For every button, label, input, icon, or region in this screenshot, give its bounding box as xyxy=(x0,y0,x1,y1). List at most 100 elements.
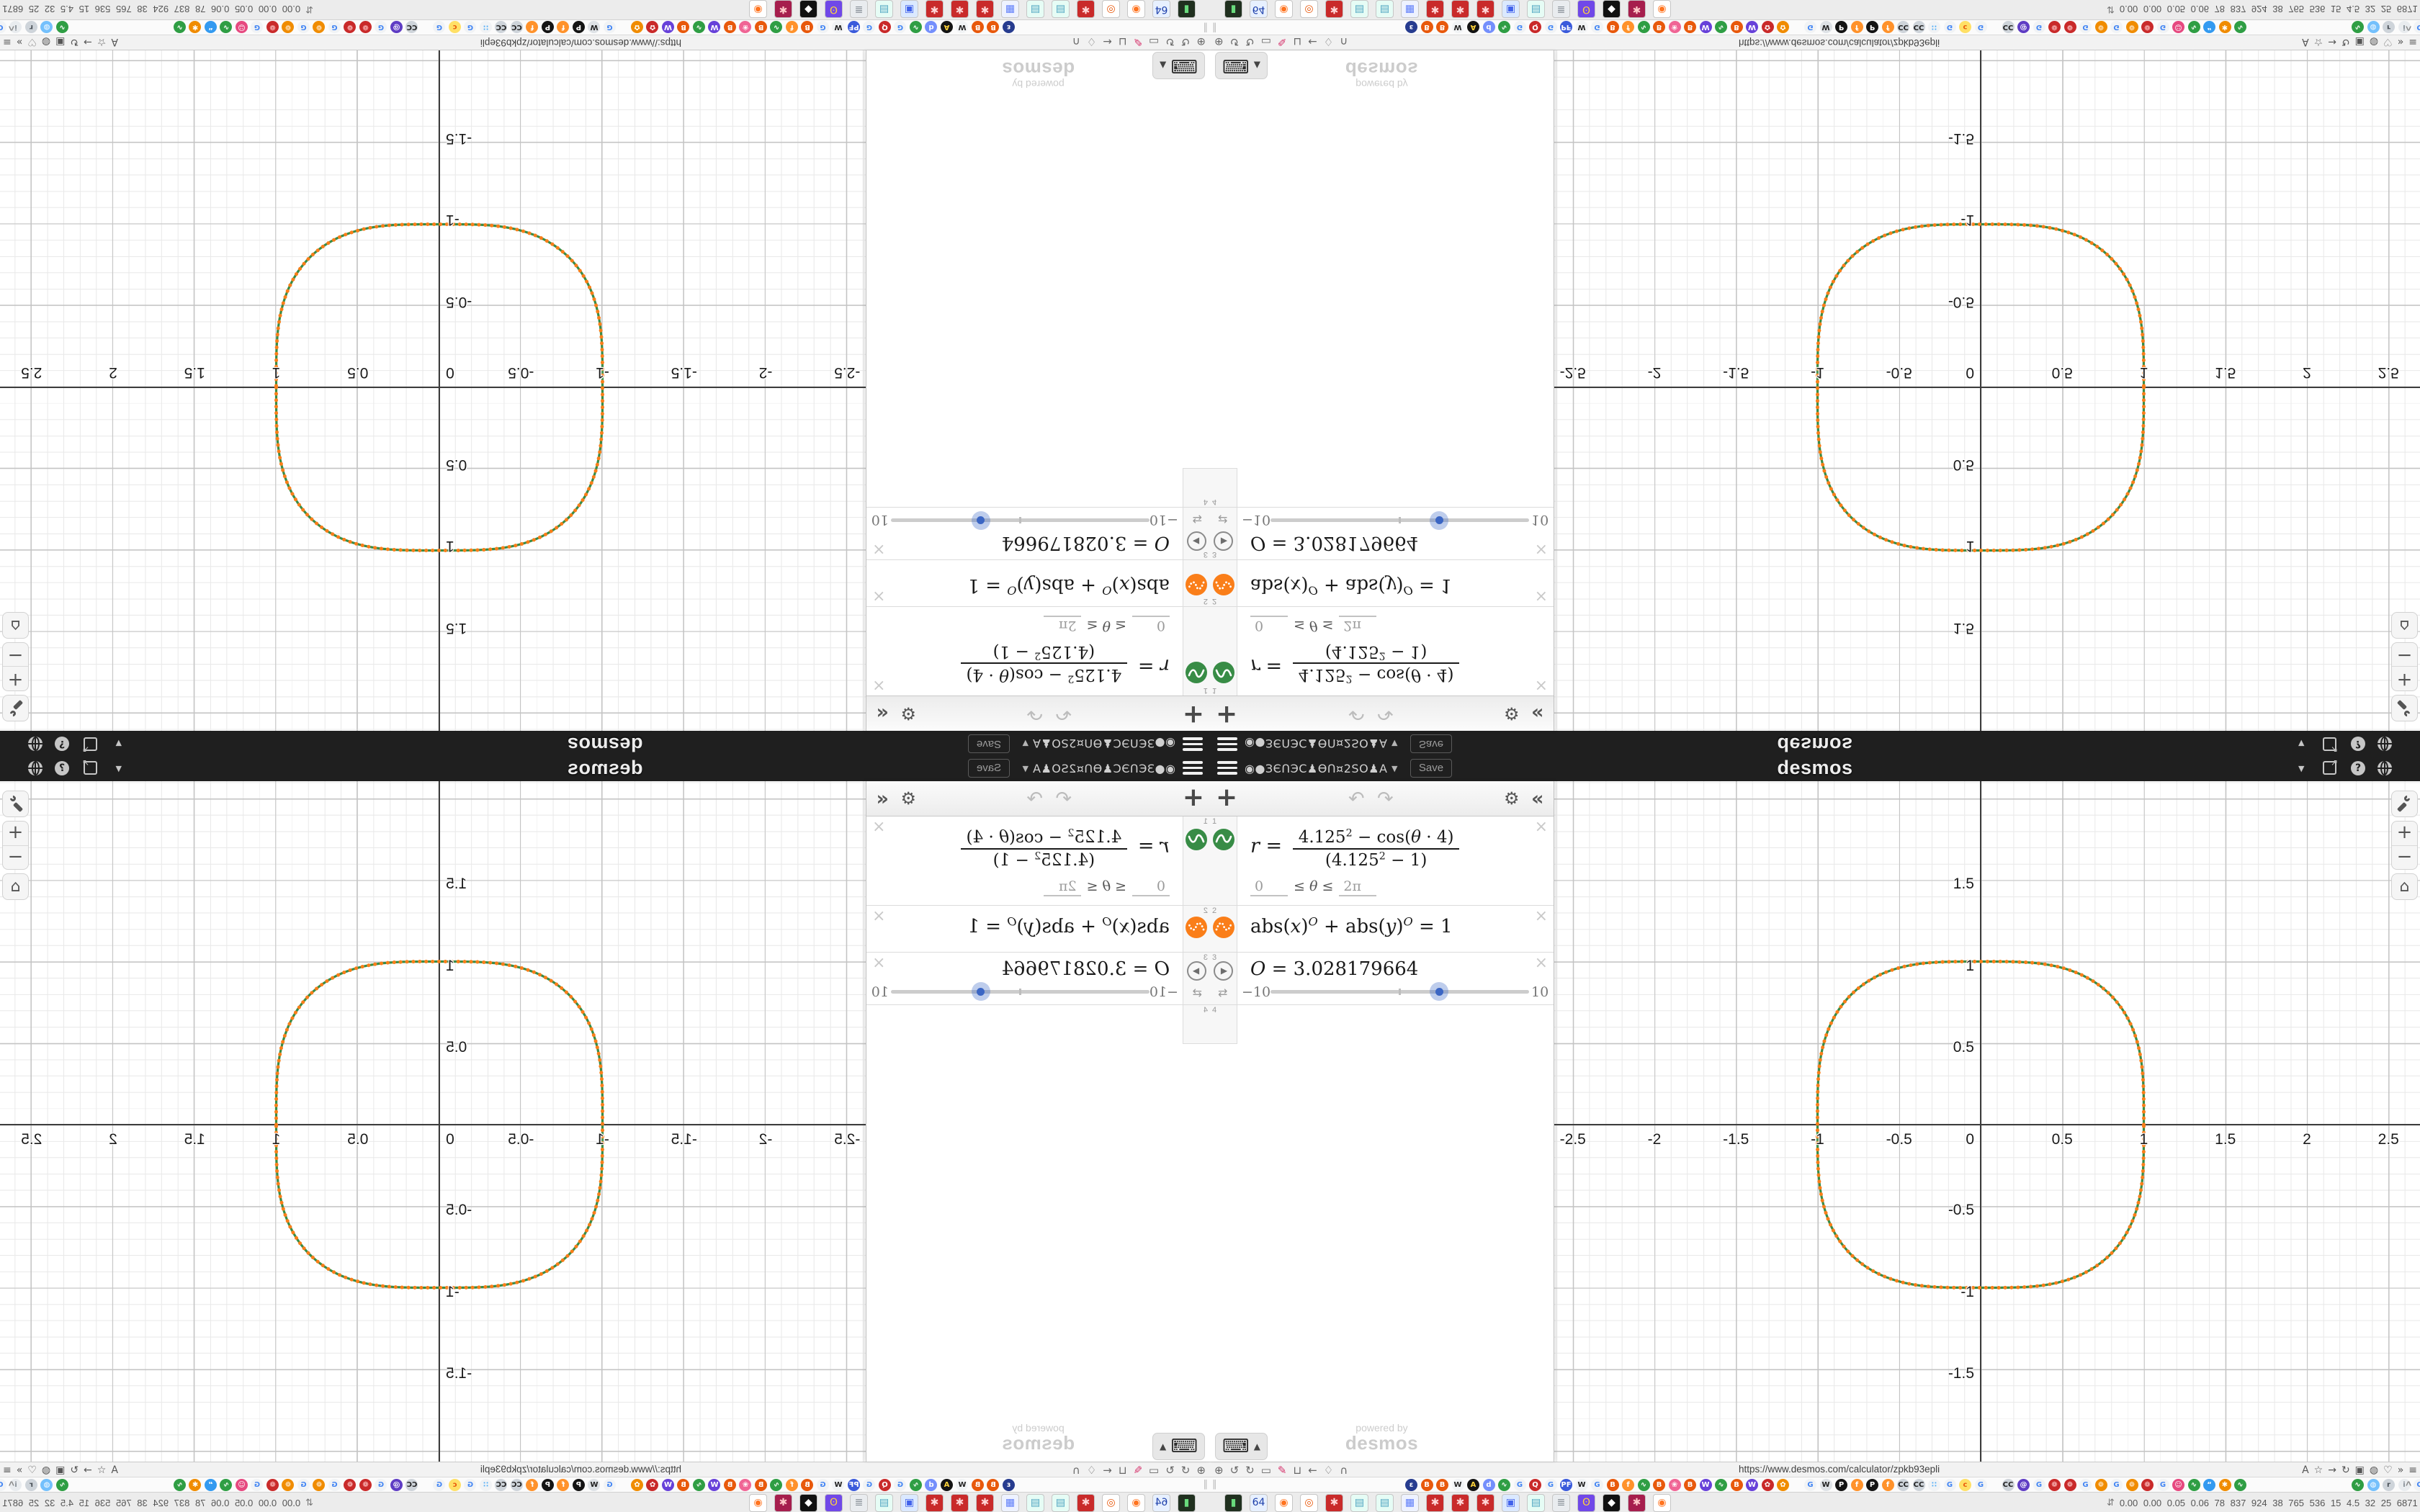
bookmark-favicon[interactable]: W xyxy=(588,1478,601,1491)
language-globe-icon[interactable] xyxy=(2378,737,2392,751)
graph-settings-wrench-button[interactable] xyxy=(2,695,29,721)
default-zoom-home-button[interactable]: ⌂ xyxy=(2,612,29,639)
toolbar-icon[interactable]: ∩ xyxy=(1340,1464,1348,1477)
toolbar-icon[interactable]: ↻ xyxy=(1245,1464,1255,1477)
superellipse-equation[interactable]: abs(x)O + abs(y)O = 1 xyxy=(1250,575,1453,598)
bookmark-favicon[interactable]: W xyxy=(662,21,674,34)
slider-handle[interactable] xyxy=(972,511,990,530)
app-icon[interactable]: ▤ xyxy=(1350,1493,1368,1512)
green-curve-style-icon[interactable] xyxy=(1186,662,1207,683)
toolbar-icon[interactable]: ≡ xyxy=(2408,1464,2417,1476)
app-icon[interactable]: ✱ xyxy=(1476,1493,1494,1512)
app-icon[interactable]: ✱ xyxy=(1628,1493,1646,1512)
bookmark-favicon[interactable]: G xyxy=(1591,1478,1603,1491)
bookmark-favicon[interactable]: ❁ xyxy=(2141,21,2154,34)
toolbar-icon[interactable]: → xyxy=(84,36,92,48)
bookmark-favicon[interactable]: r xyxy=(2383,1478,2395,1491)
row2-gutter[interactable]: 2 xyxy=(1183,560,1210,606)
undo-icon[interactable]: ↶ xyxy=(1348,702,1365,724)
bookmark-favicon[interactable]: c xyxy=(449,21,461,34)
polar-equation[interactable]: r = 4.1252 − cos(θ · 4) (4.1252 − 1) xyxy=(960,642,1170,685)
toolbar-icon[interactable]: ≡ xyxy=(3,36,12,48)
bookmark-favicon[interactable]: G xyxy=(2414,21,2420,34)
bookmark-favicon[interactable]: d xyxy=(1482,1478,1495,1491)
slider-handle[interactable] xyxy=(972,982,990,1001)
bookmark-favicon[interactable]: f xyxy=(557,21,570,34)
bookmark-favicon[interactable]: W xyxy=(1451,1478,1464,1491)
toolbar-icon[interactable]: ↻ xyxy=(1165,35,1175,48)
bookmark-favicon[interactable]: G xyxy=(1513,21,1526,34)
bookmark-favicon[interactable]: P xyxy=(1866,21,1878,34)
bookmark-favicon[interactable]: G xyxy=(0,21,6,34)
toolbar-icon[interactable]: ⊔ xyxy=(1118,1464,1127,1477)
bookmark-favicon[interactable]: B xyxy=(755,1478,767,1491)
bookmark-favicon[interactable]: ❀ xyxy=(1668,21,1681,34)
superellipse-equation[interactable]: abs(x)O + abs(y)O = 1 xyxy=(1250,914,1453,937)
slider-value[interactable]: O = 3.028179664 xyxy=(1001,532,1170,554)
slider-play-icon[interactable]: ▶ xyxy=(1214,531,1233,551)
expression-row-1[interactable]: 1 r = 4.1252 − cos(θ · 4)(4.1252 − 1) 0≤… xyxy=(866,816,1210,906)
bookmark-favicon[interactable]: P xyxy=(542,1478,554,1491)
bookmark-favicon[interactable]: B xyxy=(677,21,690,34)
toolbar-icon[interactable]: ↺ xyxy=(1229,1464,1240,1477)
bookmark-favicon[interactable]: ✿ xyxy=(1761,1478,1774,1491)
app-icon[interactable]: ✱ xyxy=(774,0,792,19)
bookmark-favicon[interactable]: G xyxy=(464,21,477,34)
row1-gutter[interactable]: 1 xyxy=(1210,607,1237,696)
app-icon[interactable]: ▤ xyxy=(875,1493,893,1512)
app-icon[interactable]: ◉ xyxy=(749,0,767,19)
app-icon[interactable]: ✱ xyxy=(1325,0,1343,19)
toolbar-icon[interactable]: ⊔ xyxy=(1293,35,1302,48)
slider-value[interactable]: O = 3.028179664 xyxy=(1250,532,1419,554)
delete-row-icon[interactable]: × xyxy=(1534,587,1548,605)
bookmark-favicon[interactable]: f xyxy=(1622,21,1634,34)
share-icon[interactable]: ↗ xyxy=(82,757,97,775)
bookmark-favicon[interactable]: W xyxy=(832,21,845,34)
app-icon[interactable]: ✱ xyxy=(1077,0,1095,19)
edit-list-gear-icon[interactable]: ⚙ xyxy=(900,788,916,809)
bookmark-favicon[interactable]: A xyxy=(941,1478,953,1491)
bookmark-favicon[interactable]: ❁ xyxy=(344,1478,357,1491)
bookmark-favicon[interactable]: ❁ xyxy=(2048,21,2061,34)
toolbar-icon[interactable]: » xyxy=(16,36,23,48)
bookmark-favicon[interactable]: @ xyxy=(2017,21,2030,34)
share-icon[interactable]: ↗ xyxy=(2323,737,2338,755)
toolbar-icon[interactable]: ▣ xyxy=(2354,36,2365,48)
bookmark-favicon[interactable]: G xyxy=(1804,1478,1816,1491)
bookmarks-overflow-chevron[interactable]: ^ xyxy=(8,22,14,33)
row4-gutter[interactable]: 4 xyxy=(1210,468,1237,507)
app-icon[interactable]: 64 xyxy=(1250,0,1268,19)
language-globe-icon[interactable] xyxy=(2378,761,2392,775)
zoom-out-button[interactable]: − xyxy=(7,846,24,868)
bookmark-favicon[interactable]: f xyxy=(1881,21,1894,34)
app-icon[interactable]: ✱ xyxy=(1077,1493,1095,1512)
bookmark-favicon[interactable]: G xyxy=(2033,21,2045,34)
default-zoom-home-button[interactable]: ⌂ xyxy=(2,873,29,900)
toolbar-icon[interactable]: ♢ xyxy=(1086,35,1097,48)
add-expression-button[interactable]: + xyxy=(1182,700,1204,729)
bookmark-favicon[interactable]: “ xyxy=(205,1478,217,1491)
bookmark-favicon[interactable]: B xyxy=(987,21,1000,34)
redo-icon[interactable]: ↷ xyxy=(1026,788,1043,810)
toolbar-icon[interactable]: ⊕ xyxy=(1196,1464,1206,1477)
row1-gutter[interactable]: 1 xyxy=(1210,816,1237,905)
bookmark-favicon[interactable]: B xyxy=(724,1478,736,1491)
bookmark-favicon[interactable]: P xyxy=(573,21,585,34)
bookmark-favicon[interactable] xyxy=(1990,22,1999,34)
app-icon[interactable]: ▦ xyxy=(1401,1493,1419,1512)
bookmark-favicon[interactable]: ❁ xyxy=(2125,21,2138,34)
collapse-panel-icon[interactable]: « xyxy=(876,788,889,810)
bookmark-favicon[interactable]: W xyxy=(1819,21,1832,34)
app-icon[interactable]: ◆ xyxy=(1603,1493,1621,1512)
bookmark-favicon[interactable]: ☺ xyxy=(2172,1478,2184,1491)
bookmark-favicon[interactable]: ◍ xyxy=(2367,1478,2380,1491)
toolbar-icon[interactable]: ◍ xyxy=(41,36,51,48)
toolbar-icon[interactable]: ∩ xyxy=(1072,35,1080,48)
slider-handle[interactable] xyxy=(1430,511,1448,530)
toolbar-icon[interactable]: ↻ xyxy=(70,36,79,48)
expression-row-4-empty[interactable]: 4 xyxy=(866,1005,1210,1044)
bookmark-favicon[interactable]: G xyxy=(1974,21,1987,34)
toolbar-icon[interactable]: → xyxy=(84,1464,92,1476)
bookmark-favicon[interactable]: f xyxy=(526,21,539,34)
bookmark-favicon[interactable]: r xyxy=(25,21,37,34)
